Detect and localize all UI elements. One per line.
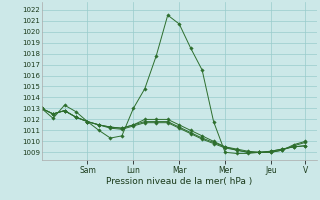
X-axis label: Pression niveau de la mer( hPa ): Pression niveau de la mer( hPa ) (106, 177, 252, 186)
